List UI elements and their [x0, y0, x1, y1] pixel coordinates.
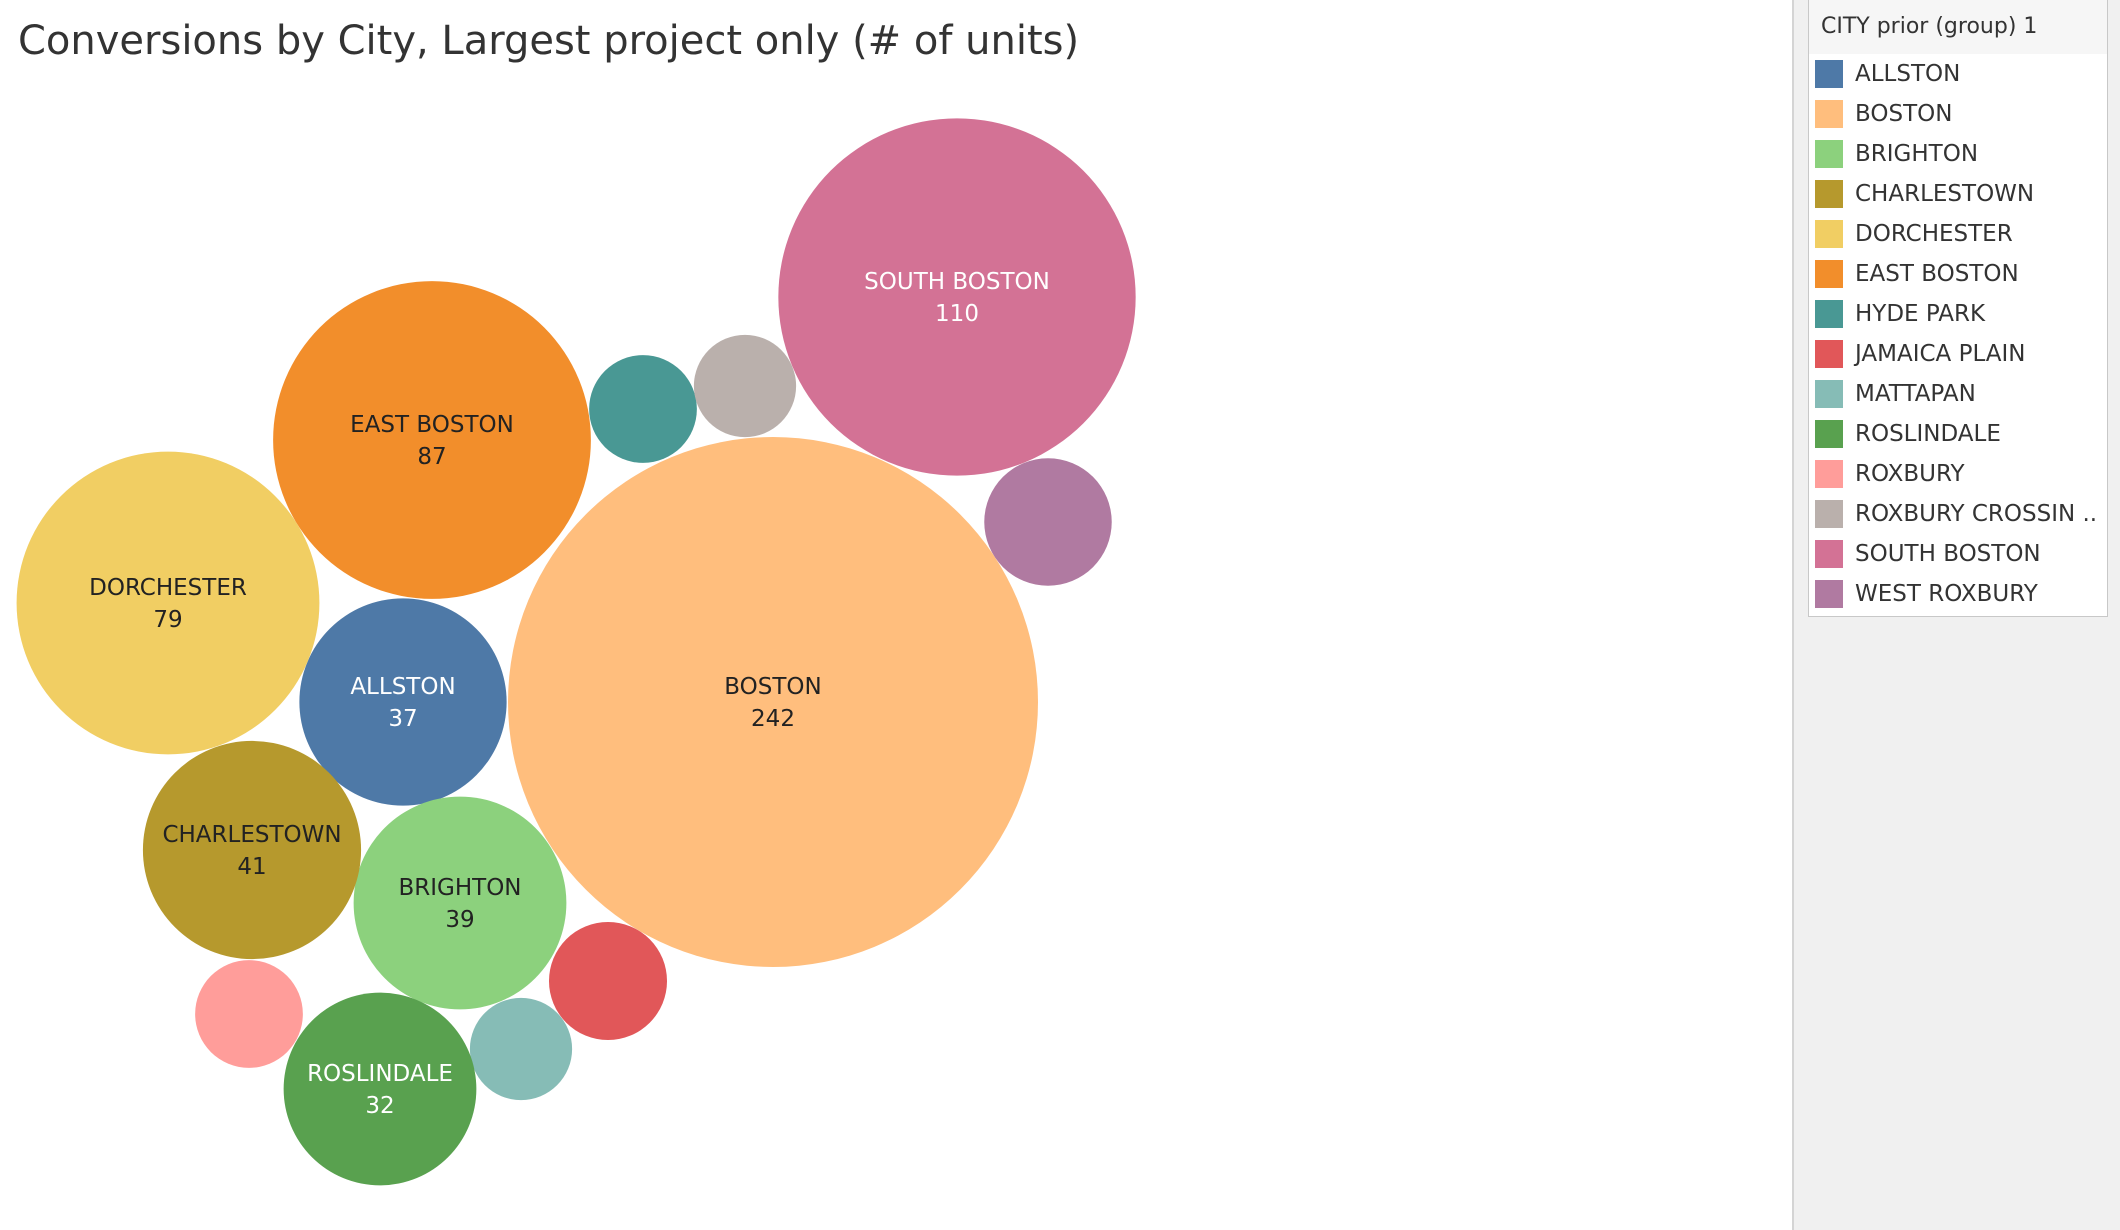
legend-item-dorchester[interactable]: DORCHESTER: [1809, 214, 2107, 254]
legend-item-allston[interactable]: ALLSTON: [1809, 54, 2107, 94]
legend: CITY prior (group) 1 ALLSTON BOSTON BRIGHT…: [1808, 0, 2108, 617]
bubble-roxbury-crossin[interactable]: [693, 334, 797, 438]
chart-title: Conversions by City, Largest project onl…: [18, 18, 1080, 64]
legend-label: ALLSTON: [1855, 61, 1961, 87]
legend-item-hyde-park[interactable]: HYDE PARK: [1809, 294, 2107, 334]
legend-label: ROXBURY: [1855, 461, 1965, 487]
legend-item-east-boston[interactable]: EAST BOSTON: [1809, 254, 2107, 294]
bubble-dorchester-name-label: DORCHESTER: [89, 575, 247, 601]
legend-label: HYDE PARK: [1855, 301, 1986, 327]
legend-swatch: [1815, 60, 1843, 88]
bubble-west-roxbury[interactable]: [984, 458, 1112, 586]
bubble-east-boston-name-label: EAST BOSTON: [350, 412, 514, 438]
legend-swatch: [1815, 500, 1843, 528]
bubble-east-boston[interactable]: EAST BOSTON 87: [273, 281, 591, 599]
bubble-allston[interactable]: ALLSTON 37: [299, 598, 507, 806]
legend-label: BRIGHTON: [1855, 141, 1979, 167]
bubble-allston-name-label: ALLSTON: [350, 674, 455, 700]
bubble-south-boston-circle[interactable]: [778, 118, 1136, 476]
legend-swatch: [1815, 220, 1843, 248]
bubble-roslindale-circle[interactable]: [283, 992, 477, 1186]
bubble-east-boston-circle[interactable]: [273, 281, 591, 599]
bubble-allston-value-label: 37: [388, 706, 417, 732]
bubble-east-boston-value-label: 87: [417, 444, 446, 470]
bubble-boston-circle[interactable]: [508, 437, 1038, 967]
bubble-brighton-value-label: 39: [445, 907, 474, 933]
bubble-boston-value-label: 242: [751, 706, 795, 732]
legend-item-jamaica-plain[interactable]: JAMAICA PLAIN: [1809, 334, 2107, 374]
legend-item-roxbury[interactable]: ROXBURY: [1809, 454, 2107, 494]
chart-area: Conversions by City, Largest project onl…: [16, 18, 1136, 1186]
bubble-jamaica-plain-circle[interactable]: [548, 921, 668, 1041]
bubble-allston-circle[interactable]: [299, 598, 507, 806]
bubble-boston-name-label: BOSTON: [724, 674, 821, 700]
bubble-jamaica-plain[interactable]: [548, 921, 668, 1041]
legend-label: EAST BOSTON: [1855, 261, 2019, 287]
legend-item-charlestown[interactable]: CHARLESTOWN: [1809, 174, 2107, 214]
legend-swatch: [1815, 260, 1843, 288]
bubble-mattapan[interactable]: [469, 997, 573, 1101]
legend-pane: CITY prior (group) 1 ALLSTON BOSTON BRIGHT…: [1792, 0, 2120, 1230]
legend-label: WEST ROXBURY: [1855, 581, 2038, 607]
legend-label: ROXBURY CROSSIN ..: [1855, 501, 2098, 527]
bubble-south-boston-value-label: 110: [935, 301, 979, 327]
bubble-south-boston[interactable]: SOUTH BOSTON 110: [778, 118, 1136, 476]
legend-label: JAMAICA PLAIN: [1855, 341, 2026, 367]
bubble-charlestown-value-label: 41: [237, 854, 266, 880]
bubble-roxbury-circle[interactable]: [195, 960, 303, 1068]
legend-item-roslindale[interactable]: ROSLINDALE: [1809, 414, 2107, 454]
bubble-chart: ALLSTON 37 BOSTON 242 BRIGHTON 39 CHARLESTOWN 4…: [16, 118, 1136, 1186]
bubble-boston[interactable]: BOSTON 242: [508, 437, 1038, 967]
legend-item-south-boston[interactable]: SOUTH BOSTON: [1809, 534, 2107, 574]
legend-label: SOUTH BOSTON: [1855, 541, 2041, 567]
legend-swatch: [1815, 460, 1843, 488]
bubble-west-roxbury-circle[interactable]: [984, 458, 1112, 586]
legend-swatch: [1815, 140, 1843, 168]
bubble-roxbury[interactable]: [195, 960, 303, 1068]
bubble-hyde-park[interactable]: [589, 355, 697, 463]
bubble-roslindale-value-label: 32: [365, 1093, 394, 1119]
bubble-brighton-name-label: BRIGHTON: [398, 875, 521, 901]
legend-item-west-roxbury[interactable]: WEST ROXBURY: [1809, 574, 2107, 614]
bubble-roxbury-crossin-circle[interactable]: [693, 334, 797, 438]
legend-item-roxbury-crossin[interactable]: ROXBURY CROSSIN ..: [1809, 494, 2107, 534]
bubble-dorchester-value-label: 79: [153, 607, 182, 633]
bubble-south-boston-name-label: SOUTH BOSTON: [864, 269, 1050, 295]
bubble-brighton[interactable]: BRIGHTON 39: [353, 796, 567, 1010]
legend-label: ROSLINDALE: [1855, 421, 2001, 447]
legend-swatch: [1815, 580, 1843, 608]
bubble-charlestown[interactable]: CHARLESTOWN 41: [142, 740, 362, 960]
legend-item-mattapan[interactable]: MATTAPAN: [1809, 374, 2107, 414]
legend-swatch: [1815, 100, 1843, 128]
bubble-dorchester-circle[interactable]: [16, 451, 320, 755]
bubble-roslindale-name-label: ROSLINDALE: [307, 1061, 453, 1087]
legend-swatch: [1815, 300, 1843, 328]
legend-items: ALLSTON BOSTON BRIGHTON CHARLESTOWN DORCHEST…: [1809, 54, 2107, 614]
legend-item-brighton[interactable]: BRIGHTON: [1809, 134, 2107, 174]
legend-swatch: [1815, 540, 1843, 568]
bubble-hyde-park-circle[interactable]: [589, 355, 697, 463]
bubble-roslindale[interactable]: ROSLINDALE 32: [283, 992, 477, 1186]
bubble-dorchester[interactable]: DORCHESTER 79: [16, 451, 320, 755]
legend-swatch: [1815, 420, 1843, 448]
bubble-brighton-circle[interactable]: [353, 796, 567, 1010]
legend-label: CHARLESTOWN: [1855, 181, 2035, 207]
legend-item-boston[interactable]: BOSTON: [1809, 94, 2107, 134]
legend-label: DORCHESTER: [1855, 221, 2013, 247]
legend-title: CITY prior (group) 1: [1809, 0, 2107, 54]
bubble-charlestown-circle[interactable]: [142, 740, 362, 960]
bubble-mattapan-circle[interactable]: [469, 997, 573, 1101]
legend-swatch: [1815, 380, 1843, 408]
bubble-charlestown-name-label: CHARLESTOWN: [162, 822, 341, 848]
legend-label: BOSTON: [1855, 101, 1953, 127]
legend-swatch: [1815, 180, 1843, 208]
legend-swatch: [1815, 340, 1843, 368]
legend-label: MATTAPAN: [1855, 381, 1976, 407]
